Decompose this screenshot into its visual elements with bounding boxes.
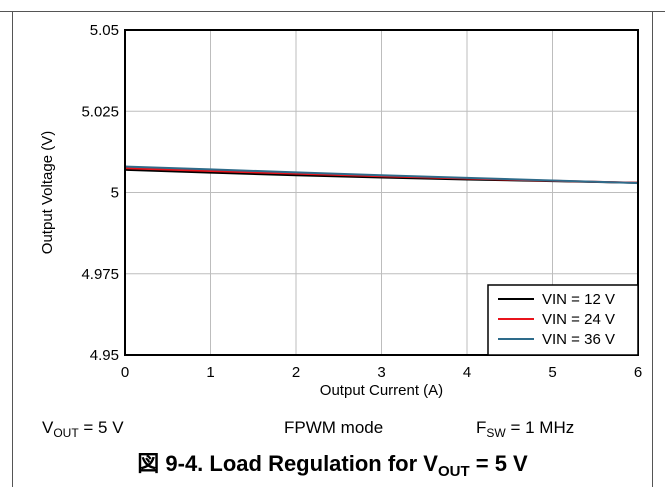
x-tick-label: 3 (377, 364, 385, 381)
y-tick-labels: 4.95 4.975 5 5.025 5.05 (81, 22, 119, 364)
mode-condition: FPWM mode (284, 418, 383, 438)
legend-label: VIN = 36 V (542, 331, 615, 348)
fsw-value: = 1 MHz (505, 418, 575, 437)
x-tick-label: 0 (121, 364, 129, 381)
vout-value: = 5 V (78, 418, 124, 437)
y-tick-label: 4.975 (81, 266, 119, 283)
y-tick-label: 5.025 (81, 103, 119, 120)
fsw-subscript: SW (486, 426, 506, 440)
y-tick-label: 5 (111, 185, 119, 202)
caption-suffix: = 5 V (469, 451, 528, 476)
vout-subscript: OUT (53, 426, 79, 440)
x-axis-label: Output Current (A) (320, 382, 443, 399)
legend-label: VIN = 12 V (542, 291, 615, 308)
vout-condition: VOUT = 5 V (42, 418, 124, 440)
y-tick-label: 4.95 (90, 347, 119, 364)
plot-area-border (124, 29, 639, 356)
fsw-symbol: F (476, 418, 487, 437)
caption-prefix: 図 9-4. Load Regulation for V (137, 451, 438, 476)
legend: VIN = 12 V VIN = 24 V VIN = 36 V (487, 284, 639, 356)
x-tick-label: 6 (634, 364, 642, 381)
caption-subscript: OUT (437, 463, 470, 480)
x-tick-label: 5 (548, 364, 556, 381)
mode-text: FPWM mode (284, 418, 384, 437)
x-tick-label: 2 (292, 364, 300, 381)
x-tick-label: 4 (463, 364, 471, 381)
series-line-3 (124, 165, 639, 185)
y-axis-label: Output Voltage (V) (39, 131, 56, 254)
x-tick-label: 1 (206, 364, 214, 381)
y-tick-label: 5.05 (90, 22, 119, 39)
vout-symbol: V (42, 418, 54, 437)
legend-label: VIN = 24 V (542, 311, 615, 328)
figure-caption: 図 9-4. Load Regulation for VOUT = 5 V (0, 446, 665, 480)
x-tick-labels: 0 1 2 3 4 5 6 (121, 364, 642, 381)
series-layer (124, 165, 639, 185)
fsw-condition: FSW = 1 MHz (476, 418, 574, 440)
